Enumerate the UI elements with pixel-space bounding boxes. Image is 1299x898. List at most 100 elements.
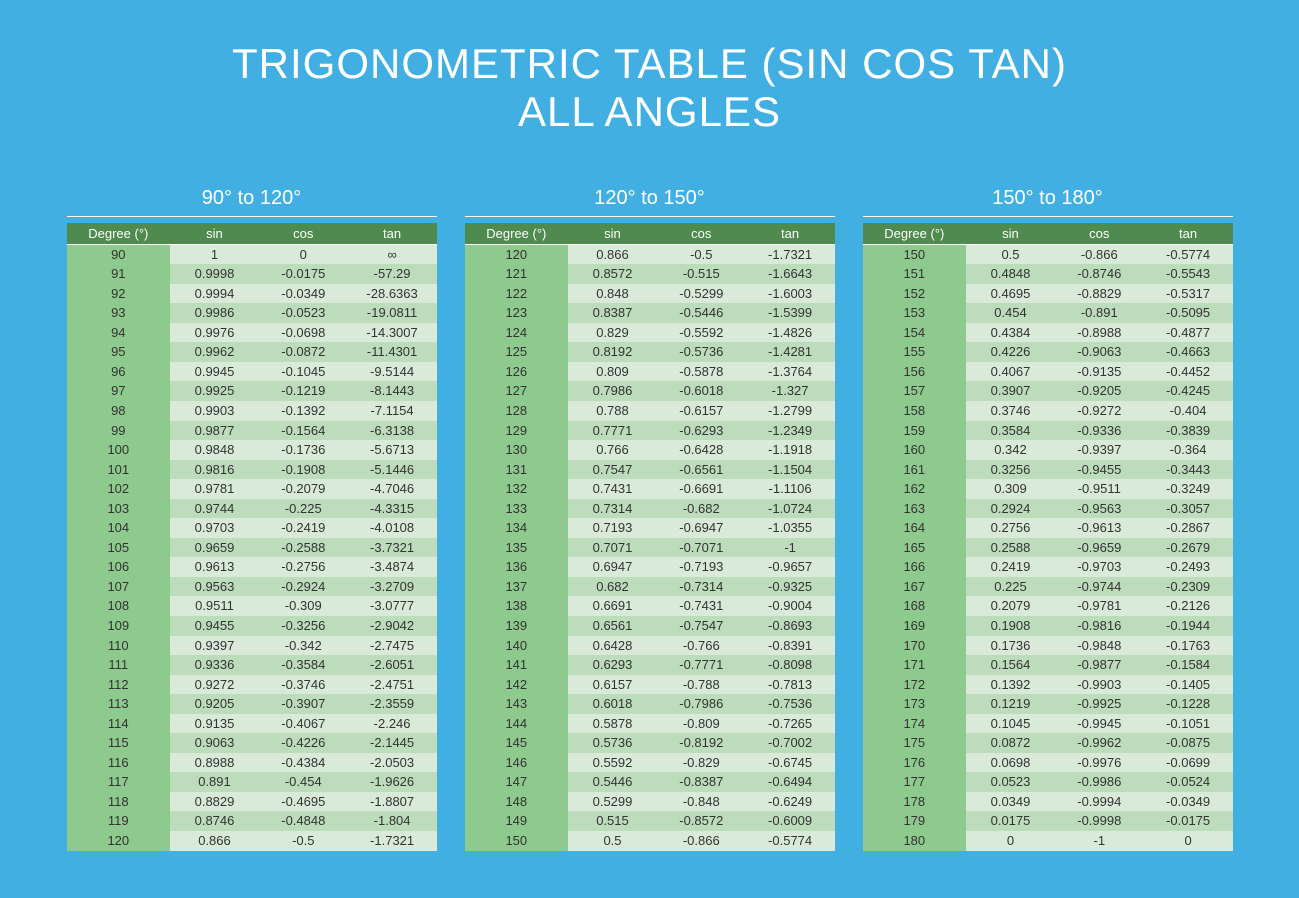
value-cell: 0 [259, 244, 348, 264]
value-cell: ∞ [348, 244, 437, 264]
table-row: 1440.5878-0.809-0.7265 [465, 714, 835, 734]
degree-cell: 125 [465, 342, 569, 362]
value-cell: -2.7475 [348, 636, 437, 656]
value-cell: -0.4067 [259, 714, 348, 734]
value-cell: -0.7071 [657, 538, 746, 558]
table-row: 1070.9563-0.2924-3.2709 [67, 577, 437, 597]
column-header: Degree (°) [465, 223, 569, 245]
degree-cell: 118 [67, 792, 171, 812]
value-cell: -0.3443 [1144, 460, 1233, 480]
value-cell: 0.7071 [568, 538, 657, 558]
degree-cell: 93 [67, 303, 171, 323]
table-row: 1650.2588-0.9659-0.2679 [863, 538, 1233, 558]
degree-cell: 141 [465, 655, 569, 675]
value-cell: 0.5299 [568, 792, 657, 812]
value-cell: -0.9877 [1055, 655, 1144, 675]
value-cell: -1.8807 [348, 792, 437, 812]
value-cell: -0.9563 [1055, 499, 1144, 519]
value-cell: -1.2349 [746, 421, 835, 441]
value-cell: -1.9626 [348, 772, 437, 792]
table-row: 1720.1392-0.9903-0.1405 [863, 675, 1233, 695]
degree-cell: 97 [67, 381, 171, 401]
value-cell: 0.6018 [568, 694, 657, 714]
table-row: 1400.6428-0.766-0.8391 [465, 636, 835, 656]
value-cell: -0.0349 [259, 284, 348, 304]
table-row: 990.9877-0.1564-6.3138 [67, 421, 437, 441]
value-cell: 0.809 [568, 362, 657, 382]
table-row: 1600.342-0.9397-0.364 [863, 440, 1233, 460]
degree-cell: 127 [465, 381, 569, 401]
table-row: 1100.9397-0.342-2.7475 [67, 636, 437, 656]
value-cell: 0.7431 [568, 479, 657, 499]
table-row: 1630.2924-0.9563-0.3057 [863, 499, 1233, 519]
value-cell: -0.9063 [1055, 342, 1144, 362]
trig-table: Degree (°)sincostan9010∞910.9998-0.0175-… [67, 223, 437, 851]
table-row: 1640.2756-0.9613-0.2867 [863, 518, 1233, 538]
value-cell: 0.6947 [568, 557, 657, 577]
value-cell: -0.7431 [657, 596, 746, 616]
value-cell: 0.4067 [966, 362, 1055, 382]
value-cell: -4.0108 [348, 518, 437, 538]
value-cell: 0.5736 [568, 733, 657, 753]
table-row: 1420.6157-0.788-0.7813 [465, 675, 835, 695]
degree-cell: 150 [863, 244, 967, 264]
value-cell: -0.8829 [1055, 284, 1144, 304]
degree-cell: 140 [465, 636, 569, 656]
table-row: 1200.866-0.5-1.7321 [465, 244, 835, 264]
table-row: 1570.3907-0.9205-0.4245 [863, 381, 1233, 401]
degree-cell: 176 [863, 753, 967, 773]
panel-label: 90° to 120° [67, 187, 437, 217]
value-cell: -0.4245 [1144, 381, 1233, 401]
value-cell: 0.9925 [170, 381, 259, 401]
table-row: 1190.8746-0.4848-1.804 [67, 811, 437, 831]
value-cell: -0.1584 [1144, 655, 1233, 675]
table-row: 1130.9205-0.3907-2.3559 [67, 694, 437, 714]
value-cell: 0.454 [966, 303, 1055, 323]
value-cell: -3.4874 [348, 557, 437, 577]
title-line-1: TRIGONOMETRIC TABLE (SIN COS TAN) [232, 40, 1067, 87]
degree-cell: 123 [465, 303, 569, 323]
degree-cell: 138 [465, 596, 569, 616]
value-cell: 0.8746 [170, 811, 259, 831]
table-row: 1710.1564-0.9877-0.1584 [863, 655, 1233, 675]
value-cell: 0.5592 [568, 753, 657, 773]
value-cell: 0.682 [568, 577, 657, 597]
value-cell: -0.9336 [1055, 421, 1144, 441]
value-cell: 0.9816 [170, 460, 259, 480]
value-cell: -0.7002 [746, 733, 835, 753]
value-cell: -0.9657 [746, 557, 835, 577]
table-row: 1080.9511-0.309-3.0777 [67, 596, 437, 616]
value-cell: -0.5774 [1144, 244, 1233, 264]
column-header: cos [657, 223, 746, 245]
value-cell: 0.1219 [966, 694, 1055, 714]
value-cell: 0.4848 [966, 264, 1055, 284]
value-cell: -0.7771 [657, 655, 746, 675]
degree-cell: 165 [863, 538, 967, 558]
degree-cell: 121 [465, 264, 569, 284]
value-cell: -0.6745 [746, 753, 835, 773]
degree-cell: 91 [67, 264, 171, 284]
value-cell: -0.829 [657, 753, 746, 773]
value-cell: -0.6009 [746, 811, 835, 831]
table-row: 1750.0872-0.9962-0.0875 [863, 733, 1233, 753]
value-cell: -0.5317 [1144, 284, 1233, 304]
value-cell: -0.5446 [657, 303, 746, 323]
value-cell: -0.2588 [259, 538, 348, 558]
value-cell: 0.9994 [170, 284, 259, 304]
degree-cell: 129 [465, 421, 569, 441]
value-cell: -9.5144 [348, 362, 437, 382]
value-cell: -1.7321 [348, 831, 437, 851]
table-row: 1220.848-0.5299-1.6003 [465, 284, 835, 304]
table-row: 1780.0349-0.9994-0.0349 [863, 792, 1233, 812]
value-cell: -3.7321 [348, 538, 437, 558]
value-cell: 0.8192 [568, 342, 657, 362]
table-row: 960.9945-0.1045-9.5144 [67, 362, 437, 382]
table-row: 1290.7771-0.6293-1.2349 [465, 421, 835, 441]
table-row: 1660.2419-0.9703-0.2493 [863, 557, 1233, 577]
value-cell: 0.9945 [170, 362, 259, 382]
value-cell: -0.0523 [259, 303, 348, 323]
value-cell: -0.0175 [1144, 811, 1233, 831]
degree-cell: 153 [863, 303, 967, 323]
value-cell: -0.9986 [1055, 772, 1144, 792]
value-cell: 0 [1144, 831, 1233, 851]
